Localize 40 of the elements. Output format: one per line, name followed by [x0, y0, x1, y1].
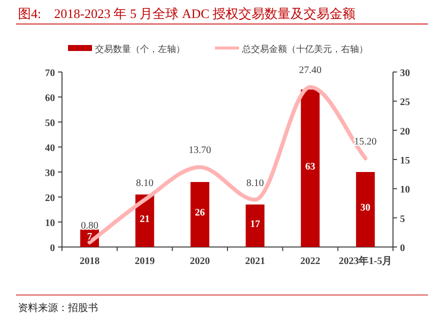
label: 13.70 — [188, 145, 212, 156]
label: 27.40 — [299, 65, 322, 76]
y2-tick-label: 25 — [400, 97, 410, 108]
y-tick-label: 60 — [45, 93, 55, 104]
x-tick-label: 2018 — [80, 256, 100, 267]
label: 15.20 — [354, 136, 377, 148]
y2-tick-label: 10 — [400, 184, 410, 196]
y-tick-label: 40 — [45, 143, 55, 154]
bar — [190, 182, 210, 247]
y-tick-label: 20 — [45, 193, 55, 204]
bar — [300, 90, 320, 247]
label: 0.80 — [80, 220, 98, 232]
legend-label: 总交易金额（十亿美元，右轴） — [241, 44, 368, 54]
x-tick-label: 2020 — [190, 256, 210, 267]
x-tick-label: 2022 — [300, 256, 320, 267]
bar — [356, 172, 375, 247]
y-tick-label: 50 — [45, 118, 55, 129]
y-tick-label: 0 — [50, 243, 55, 254]
x-tick-label: 2021 — [245, 256, 266, 267]
x-tick-label: 2023年1-5月 — [338, 255, 392, 267]
y-tick-label: 70 — [45, 68, 55, 79]
chart-title: 图4: 2018-2023 年 5 月全球 ADC 授权交易数量及交易金额 — [18, 6, 356, 21]
label: 7 — [87, 231, 92, 242]
label: 30 — [360, 202, 370, 214]
x-tick-label: 2019 — [134, 256, 155, 267]
label: 8.10 — [136, 178, 154, 189]
label: 8.10 — [246, 178, 264, 189]
legend-label: 交易数量（个，左轴） — [95, 44, 185, 54]
y-tick-label: 30 — [45, 168, 55, 179]
y-tick-label: 10 — [45, 218, 55, 229]
y2-tick-label: 15 — [400, 156, 410, 166]
y2-tick-label: 0 — [400, 243, 405, 254]
y2-tick-label: 5 — [400, 214, 405, 225]
label: 26 — [194, 208, 205, 218]
label: 21 — [140, 214, 150, 225]
label: 17 — [250, 218, 260, 230]
text: 资料来源：招股书 — [18, 302, 98, 314]
y2-tick-label: 20 — [400, 126, 410, 138]
label: 63 — [305, 161, 316, 172]
y2-tick-label: 30 — [400, 68, 410, 79]
